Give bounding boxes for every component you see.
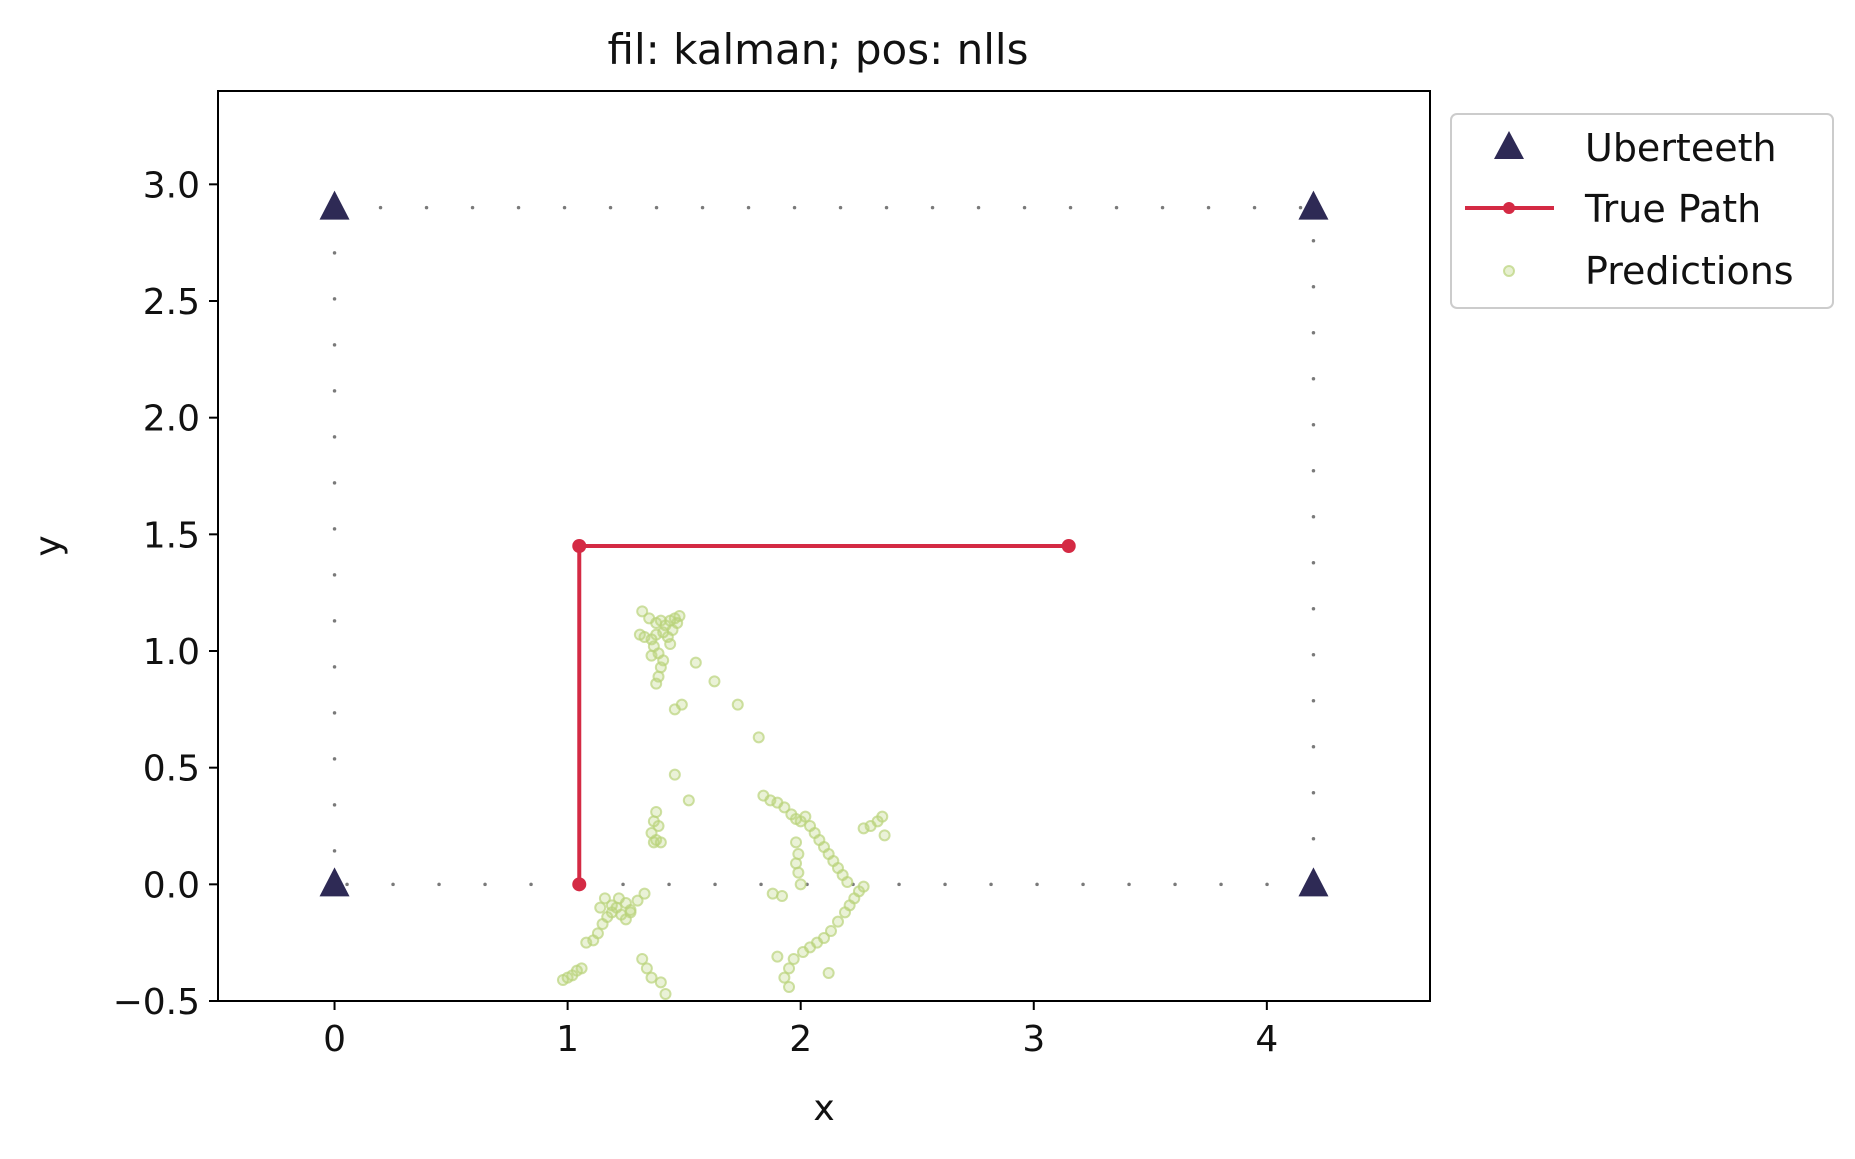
y-axis-label: y <box>28 535 69 556</box>
y-tick-label: 0.0 <box>143 865 200 906</box>
true-path-point <box>1061 539 1076 553</box>
y-axis: 3.0 2.5 2.0 1.5 1.0 0.5 0.0 −0.5 <box>113 165 218 1023</box>
uberteeth-marker <box>319 190 350 220</box>
prediction-point <box>671 617 684 629</box>
prediction-point <box>752 731 765 744</box>
uberteeth-marker <box>319 867 350 897</box>
prediction-point <box>792 866 805 879</box>
y-tick-label: 1.0 <box>143 632 200 673</box>
prediction-point <box>645 971 658 984</box>
prediction-point <box>783 981 796 993</box>
y-tick-label: 0.5 <box>143 749 200 790</box>
prediction-point <box>824 925 837 937</box>
prediction-point <box>591 927 604 940</box>
prediction-point <box>659 988 672 1000</box>
prediction-point <box>636 953 649 965</box>
true-path-point <box>572 877 587 892</box>
y-tick-label: 2.5 <box>143 282 200 323</box>
uberteeth-marker <box>1298 190 1329 220</box>
prediction-point <box>778 971 791 984</box>
prediction-point <box>575 962 588 975</box>
prediction-point <box>640 962 653 975</box>
prediction-point <box>689 656 702 669</box>
prediction-point <box>647 836 660 849</box>
prediction-point <box>731 698 744 711</box>
y-tick-label: 1.5 <box>143 515 200 556</box>
prediction-point <box>841 876 854 888</box>
prediction-point <box>668 768 681 781</box>
legend-predictions-marker <box>1503 265 1515 277</box>
prediction-point <box>878 829 891 842</box>
prediction-point <box>876 810 889 823</box>
true-path-point <box>572 539 587 553</box>
chart-title: fil: kalman; pos: nlls <box>608 25 1029 74</box>
prediction-point <box>776 890 789 902</box>
prediction-point <box>797 946 810 958</box>
prediction-point <box>787 953 800 965</box>
prediction-point <box>594 901 607 914</box>
prediction-point <box>682 794 695 807</box>
prediction-point <box>645 649 658 662</box>
prediction-point <box>605 899 618 912</box>
prediction-point <box>799 810 812 823</box>
uberteeth-marker <box>1298 867 1329 897</box>
prediction-point <box>822 967 835 979</box>
legend: Uberteeth True Path Predictions <box>1450 113 1834 309</box>
prediction-point <box>631 894 644 907</box>
prediction-point <box>652 820 665 832</box>
legend-uberteeth-label: Uberteeth <box>1585 126 1777 170</box>
prediction-point <box>638 887 651 900</box>
x-axis-label: x <box>813 1088 834 1129</box>
legend-frame <box>1450 113 1834 309</box>
prediction-point <box>794 878 807 891</box>
x-tick-label: 3 <box>1022 1019 1045 1060</box>
legend-uberteeth-marker <box>1494 131 1524 159</box>
prediction-point <box>624 904 637 916</box>
prediction-point <box>636 605 649 618</box>
prediction-point <box>675 698 688 711</box>
prediction-point <box>598 892 611 905</box>
x-tick-label: 4 <box>1255 1019 1278 1060</box>
y-tick-label: 2.0 <box>143 399 200 440</box>
prediction-point <box>650 677 663 690</box>
y-tick-label: 3.0 <box>143 165 200 206</box>
prediction-point <box>654 976 667 989</box>
plot-area <box>319 190 1329 1000</box>
x-axis: 0 1 2 3 4 <box>323 1001 1278 1060</box>
prediction-point <box>783 962 796 975</box>
x-tick-label: 1 <box>556 1019 579 1060</box>
x-tick-label: 2 <box>789 1019 812 1060</box>
prediction-point <box>664 638 677 650</box>
prediction-point <box>790 836 803 849</box>
legend-true-path-label: True Path <box>1584 187 1761 231</box>
prediction-point <box>838 906 851 919</box>
plot-frame <box>217 90 1431 1002</box>
prediction-point <box>831 915 844 928</box>
predictions-series <box>556 605 891 1000</box>
prediction-point <box>708 675 721 688</box>
legend-predictions-label: Predictions <box>1585 249 1794 293</box>
prediction-point <box>778 801 791 814</box>
legend-true-path-marker <box>1503 202 1515 214</box>
x-tick-label: 0 <box>323 1019 346 1060</box>
y-tick-label: −0.5 <box>113 982 200 1023</box>
prediction-point <box>771 950 784 963</box>
